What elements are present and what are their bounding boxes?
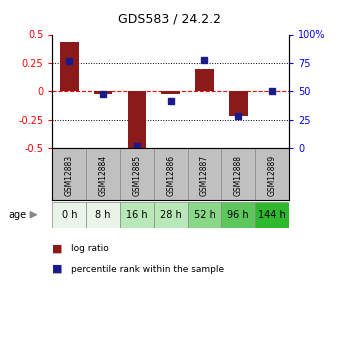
Text: GSM12889: GSM12889 — [268, 155, 276, 196]
Text: 8 h: 8 h — [95, 210, 111, 220]
Bar — [229, 91, 247, 117]
Bar — [120, 148, 154, 200]
Text: 0 h: 0 h — [62, 210, 77, 220]
Bar — [255, 202, 289, 228]
Text: ■: ■ — [52, 264, 63, 274]
Bar — [60, 42, 78, 91]
Bar — [52, 202, 86, 228]
Bar — [188, 202, 221, 228]
Text: age: age — [8, 210, 27, 220]
Bar — [188, 148, 221, 200]
Bar — [86, 202, 120, 228]
Bar — [255, 148, 289, 200]
Text: GSM12886: GSM12886 — [166, 155, 175, 196]
Bar — [52, 148, 86, 200]
Text: percentile rank within the sample: percentile rank within the sample — [71, 265, 224, 274]
Bar — [221, 202, 255, 228]
Text: GSM12888: GSM12888 — [234, 155, 243, 196]
Text: ■: ■ — [52, 244, 63, 253]
Text: log ratio: log ratio — [71, 244, 109, 253]
Text: 28 h: 28 h — [160, 210, 182, 220]
Text: GSM12884: GSM12884 — [99, 155, 107, 196]
Text: 52 h: 52 h — [194, 210, 215, 220]
Text: 144 h: 144 h — [258, 210, 286, 220]
Text: GSM12883: GSM12883 — [65, 155, 74, 196]
Text: GSM12887: GSM12887 — [200, 155, 209, 196]
Bar — [221, 148, 255, 200]
Text: GSM12885: GSM12885 — [132, 155, 141, 196]
Bar — [154, 148, 188, 200]
Bar — [154, 202, 188, 228]
Bar — [195, 69, 214, 91]
Bar — [86, 148, 120, 200]
Bar — [94, 91, 113, 94]
Text: 96 h: 96 h — [227, 210, 249, 220]
Bar — [162, 91, 180, 94]
Text: 16 h: 16 h — [126, 210, 148, 220]
Bar — [120, 202, 154, 228]
Bar — [128, 91, 146, 151]
Text: GDS583 / 24.2.2: GDS583 / 24.2.2 — [118, 13, 220, 26]
